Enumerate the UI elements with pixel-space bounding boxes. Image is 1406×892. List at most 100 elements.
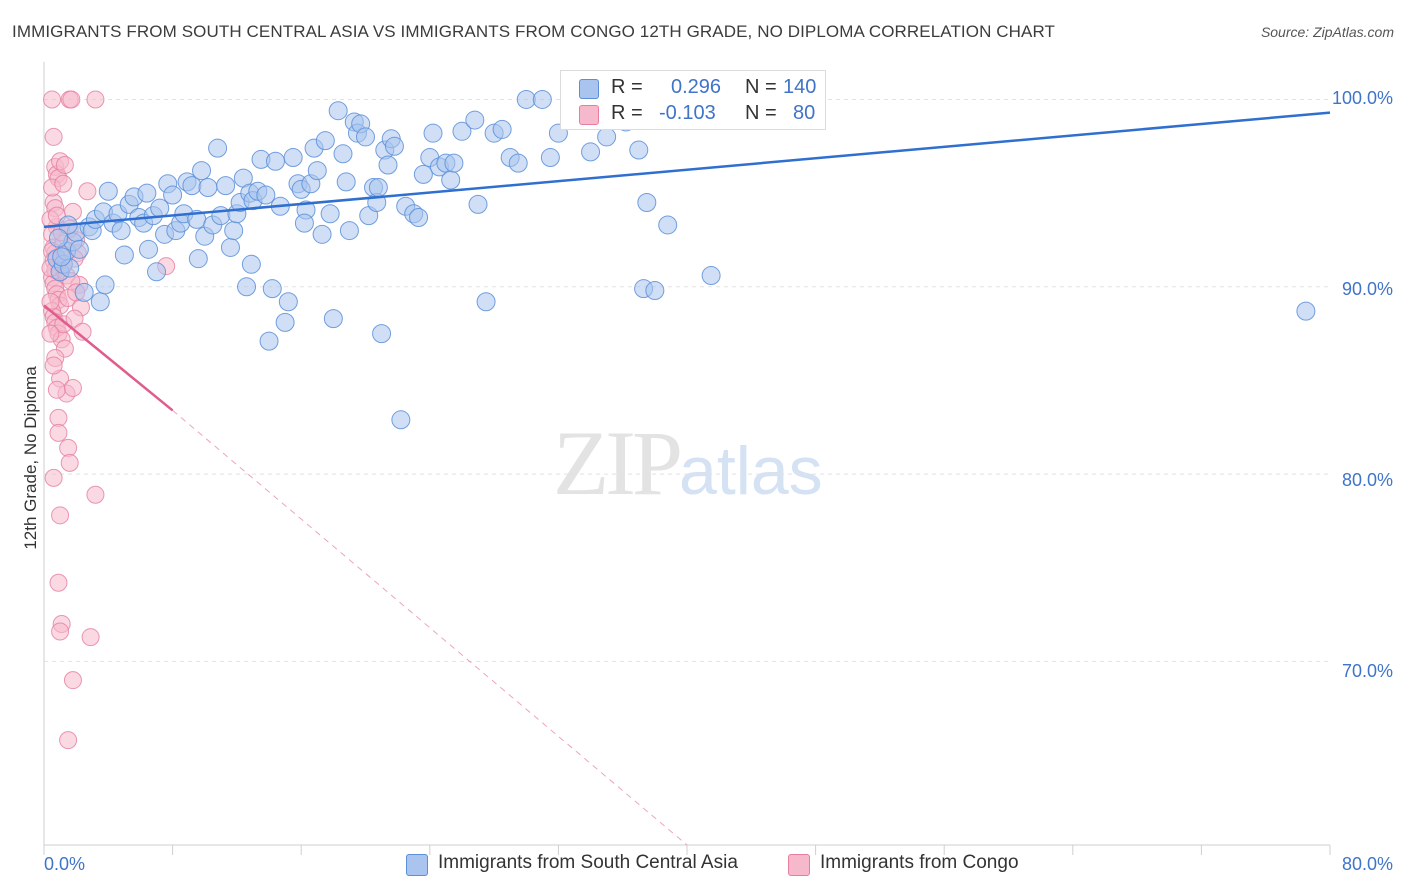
data-point-south-central-asia — [216, 176, 236, 196]
data-point-congo — [86, 485, 105, 504]
data-point-south-central-asia — [532, 89, 552, 109]
data-point-south-central-asia — [452, 121, 472, 141]
legend-r-label: R = — [611, 76, 643, 98]
data-point-south-central-asia — [138, 239, 158, 259]
data-point-south-central-asia — [192, 161, 212, 181]
data-point-south-central-asia — [444, 153, 464, 173]
legend-r-value: 0.296 — [671, 76, 722, 98]
legend-n-value: 80 — [793, 102, 816, 124]
data-point-south-central-asia — [516, 89, 536, 109]
stats-legend: R = 0.296 N = 140 R = -0.103 N = 80 — [560, 70, 826, 130]
data-point-south-central-asia — [74, 282, 94, 302]
x-tick-max: 80.0% — [1342, 854, 1393, 874]
legend-n-label: N = — [745, 76, 777, 98]
data-point-south-central-asia — [328, 101, 348, 121]
legend-r-label: R = — [611, 102, 643, 124]
y-tick-80: 80.0% — [1342, 470, 1393, 490]
data-point-south-central-asia — [137, 183, 157, 203]
data-point-south-central-asia — [278, 292, 298, 312]
data-point-congo — [41, 292, 60, 311]
data-point-south-central-asia — [241, 254, 261, 274]
y-tick-70: 70.0% — [1342, 661, 1393, 681]
data-point-south-central-asia — [98, 181, 118, 201]
watermark-zip: ZIP — [553, 412, 683, 514]
data-point-south-central-asia — [701, 266, 721, 286]
data-point-congo — [73, 322, 92, 341]
data-point-south-central-asia — [339, 221, 359, 241]
data-point-congo — [63, 671, 82, 690]
x-tick-min: 0.0% — [44, 854, 85, 874]
data-point-south-central-asia — [224, 221, 244, 241]
data-point-congo — [43, 90, 62, 109]
bottom-legend-label: Immigrants from South Central Asia — [438, 852, 738, 873]
data-point-south-central-asia — [336, 172, 356, 192]
data-point-south-central-asia — [391, 410, 411, 430]
data-point-congo — [49, 408, 68, 427]
data-point-congo — [51, 622, 70, 641]
source-credit: Source: ZipAtlas.com — [1260, 24, 1394, 40]
data-point-south-central-asia — [188, 249, 208, 269]
watermark: ZIPatlas — [553, 410, 823, 516]
legend-r-value: -0.103 — [659, 102, 716, 124]
trend-line-south-central-asia — [43, 111, 1331, 229]
data-point-south-central-asia — [265, 151, 285, 171]
data-point-congo — [49, 573, 68, 592]
trend-lines — [43, 111, 1331, 846]
chart-title: IMMIGRANTS FROM SOUTH CENTRAL ASIA VS IM… — [12, 22, 1056, 41]
data-point-south-central-asia — [283, 148, 303, 168]
data-point-south-central-asia — [629, 140, 649, 160]
data-point-south-central-asia — [508, 153, 528, 173]
data-point-south-central-asia — [307, 161, 327, 181]
data-point-south-central-asia — [372, 324, 392, 344]
trend-line-congo — [43, 304, 174, 412]
data-point-south-central-asia — [356, 127, 375, 147]
data-point-south-central-asia — [163, 185, 183, 205]
data-point-south-central-asia — [52, 247, 72, 267]
data-point-south-central-asia — [198, 178, 218, 198]
data-point-congo — [59, 438, 78, 457]
data-point-south-central-asia — [237, 277, 257, 297]
y-tick-100: 100.0% — [1332, 88, 1393, 108]
data-point-south-central-asia — [262, 279, 282, 299]
series-congo-points — [41, 90, 176, 750]
legend-swatch-pink — [579, 105, 599, 125]
data-point-south-central-asia — [208, 138, 228, 158]
watermark-atlas: atlas — [679, 433, 823, 509]
data-point-south-central-asia — [275, 312, 295, 332]
data-point-south-central-asia — [220, 237, 240, 257]
data-point-congo — [60, 453, 79, 472]
data-point-south-central-asia — [378, 155, 398, 175]
data-point-south-central-asia — [312, 224, 332, 244]
data-point-south-central-asia — [368, 178, 388, 198]
data-point-south-central-asia — [48, 228, 68, 248]
data-point-south-central-asia — [294, 213, 314, 233]
data-point-south-central-asia — [645, 281, 665, 301]
series-south-central-asia-points — [47, 89, 1316, 430]
bottom-legend-swatch-pink — [788, 854, 810, 876]
data-point-south-central-asia — [597, 127, 617, 147]
data-point-south-central-asia — [441, 170, 461, 190]
data-point-south-central-asia — [409, 207, 429, 227]
data-point-south-central-asia — [256, 185, 276, 205]
data-point-south-central-asia — [413, 164, 433, 184]
data-point-south-central-asia — [315, 131, 335, 151]
data-point-congo — [63, 378, 82, 397]
data-point-south-central-asia — [69, 239, 89, 259]
data-point-south-central-asia — [323, 309, 343, 329]
data-point-south-central-asia — [111, 221, 131, 241]
bottom-legend-swatch-blue — [406, 854, 428, 876]
y-axis-label: 12th Grade, No Diploma — [21, 366, 40, 550]
data-point-congo — [54, 174, 73, 193]
data-point-south-central-asia — [492, 119, 512, 139]
data-point-congo — [49, 423, 68, 442]
data-point-congo — [86, 90, 105, 109]
legend-swatch-blue — [579, 79, 599, 99]
data-point-congo — [44, 356, 63, 375]
data-point-south-central-asia — [476, 292, 496, 312]
data-point-congo — [51, 506, 70, 525]
data-point-congo — [41, 324, 60, 343]
data-point-south-central-asia — [1296, 301, 1316, 321]
data-point-congo — [44, 468, 63, 487]
data-point-south-central-asia — [637, 192, 657, 212]
